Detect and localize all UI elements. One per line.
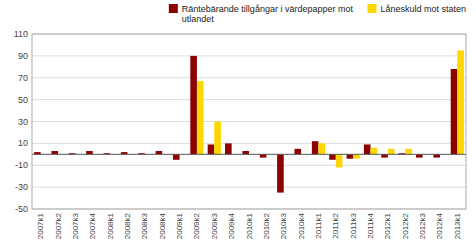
y-tick-label: 50	[18, 95, 28, 105]
y-tick-label: -50	[15, 204, 28, 214]
bar	[347, 154, 354, 158]
bar	[457, 50, 464, 154]
bar	[451, 69, 458, 154]
legend-swatch	[367, 4, 376, 13]
bar	[405, 149, 412, 154]
grid-line	[32, 187, 466, 188]
x-tick-label: 2010k1	[245, 212, 254, 239]
bar	[353, 154, 360, 158]
x-tick-label: 2012k3	[418, 212, 427, 239]
bar	[277, 154, 284, 192]
legend-swatch	[169, 4, 178, 13]
x-tick-label: 2010k3	[279, 212, 288, 239]
x-tick-label: 2008k3	[140, 212, 149, 239]
x-tick-label: 2008k2	[123, 212, 132, 239]
bar	[214, 122, 221, 155]
y-tick-label: 70	[18, 73, 28, 83]
bar	[294, 149, 301, 154]
legend-item: Räntebärande tillgångar i värdepapper mo…	[169, 4, 354, 24]
grid-line	[32, 77, 466, 78]
grid-line	[32, 55, 466, 56]
x-tick-label: 2011k1	[314, 212, 323, 238]
y-tick-label: 110	[14, 29, 28, 39]
y-axis: -50 -30 -10 10 30 50 70 90 110	[14, 29, 466, 214]
chart: -50 -30 -10 10 30 50 70 90 110 2007k1 2007k2 2007k3…	[0, 0, 476, 247]
x-tick-label: 2013k1	[453, 212, 462, 239]
x-tick-label: 2008k1	[106, 212, 115, 239]
bar	[371, 148, 378, 155]
y-tick-label: 90	[18, 51, 28, 61]
grid-line	[32, 165, 466, 166]
x-axis: 2007k1 2007k2 2007k3 2007k4 2008k1 2008k2 2008…	[36, 212, 462, 239]
x-tick-label: 2012k2	[401, 212, 410, 239]
y-tick-label: 10	[18, 138, 28, 148]
x-tick-label: 2009k3	[210, 212, 219, 239]
x-tick-label: 2007k4	[88, 212, 97, 239]
bar	[312, 141, 319, 154]
x-tick-label: 2012k1	[383, 212, 392, 239]
x-tick-label: 2011k3	[349, 212, 358, 238]
x-tick-label: 2008k4	[158, 212, 167, 239]
x-tick-label: 2011k4	[366, 212, 375, 238]
legend: Räntebärande tillgångar i värdepapper mo…	[169, 4, 466, 24]
bar	[197, 81, 204, 154]
bar	[208, 144, 215, 154]
legend-label: Låneskuld mot staten	[380, 4, 466, 14]
x-tick-label: 2009k1	[175, 212, 184, 239]
x-tick-label: 2010k2	[262, 212, 271, 239]
grid-line	[32, 99, 466, 100]
x-tick-label: 2012k4	[435, 212, 444, 239]
bar	[225, 143, 232, 154]
y-tick-label: -30	[15, 182, 28, 192]
legend-label-line: Låneskuld mot staten	[380, 4, 466, 14]
x-tick-label: 2010k4	[297, 212, 306, 239]
legend-item: Låneskuld mot staten	[367, 4, 466, 14]
x-tick-label: 2009k2	[192, 212, 201, 239]
x-tick-label: 2009k4	[227, 212, 236, 239]
grid-line	[32, 121, 466, 122]
bar	[173, 154, 180, 159]
legend-label: Räntebärande tillgångar i värdepapper mo…	[182, 4, 354, 24]
bar	[329, 154, 336, 159]
background	[0, 0, 476, 247]
x-tick-label: 2011k2	[331, 212, 340, 238]
bar	[364, 144, 371, 154]
zero-line	[32, 154, 466, 155]
x-tick-label: 2007k2	[54, 212, 63, 239]
bar	[190, 56, 197, 154]
grid-line	[32, 143, 466, 144]
legend-label-line: utlandet	[182, 14, 215, 24]
bars	[34, 50, 464, 192]
bar	[318, 143, 325, 154]
x-tick-label: 2007k1	[36, 212, 45, 239]
x-tick-label: 2007k3	[71, 212, 80, 239]
y-tick-label: 30	[18, 117, 28, 127]
y-tick-label: -10	[15, 160, 28, 170]
legend-label-line: Räntebärande tillgångar i värdepapper mo…	[182, 4, 354, 14]
plot-frame	[32, 34, 466, 209]
page: {"chart_data": {"type": "bar", "categori…	[0, 0, 476, 247]
bar	[336, 154, 343, 167]
bar	[388, 149, 395, 154]
